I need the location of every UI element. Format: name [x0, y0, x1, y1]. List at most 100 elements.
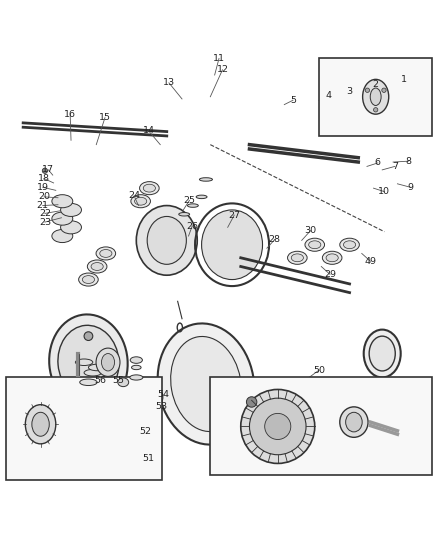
Ellipse shape	[118, 378, 129, 386]
Text: 5: 5	[290, 96, 296, 105]
Ellipse shape	[52, 195, 73, 208]
Text: 8: 8	[405, 157, 411, 166]
Text: 22: 22	[39, 209, 51, 218]
Text: 52: 52	[139, 426, 151, 435]
Text: 1: 1	[401, 75, 407, 84]
Text: 29: 29	[324, 270, 336, 279]
Bar	[28, 393, 158, 403]
Ellipse shape	[52, 230, 73, 243]
Ellipse shape	[91, 263, 103, 270]
Bar	[319, 58, 432, 136]
Ellipse shape	[60, 221, 81, 234]
Ellipse shape	[80, 379, 97, 385]
Ellipse shape	[130, 357, 142, 364]
Ellipse shape	[88, 364, 106, 371]
Text: 18: 18	[38, 174, 50, 183]
Text: 56: 56	[95, 376, 106, 385]
Ellipse shape	[364, 329, 401, 377]
Text: 53: 53	[155, 402, 168, 411]
Bar	[247, 397, 356, 407]
Text: 10: 10	[378, 187, 390, 196]
Text: 13: 13	[163, 78, 175, 87]
Ellipse shape	[131, 195, 150, 208]
Text: 16: 16	[64, 110, 76, 119]
Ellipse shape	[141, 389, 149, 405]
Ellipse shape	[310, 394, 320, 409]
Ellipse shape	[291, 254, 304, 262]
Text: 26: 26	[186, 222, 198, 231]
Ellipse shape	[309, 241, 321, 249]
Text: 19: 19	[37, 183, 49, 192]
Ellipse shape	[343, 241, 356, 249]
Ellipse shape	[199, 177, 212, 181]
Ellipse shape	[96, 348, 120, 376]
Ellipse shape	[58, 325, 119, 399]
Text: 7: 7	[392, 162, 398, 171]
Text: 55: 55	[112, 376, 124, 385]
Text: 30: 30	[304, 227, 317, 235]
Circle shape	[84, 332, 93, 341]
Ellipse shape	[79, 273, 98, 286]
Text: 21: 21	[37, 201, 49, 210]
Text: 28: 28	[268, 235, 281, 244]
Ellipse shape	[153, 389, 163, 405]
Ellipse shape	[288, 251, 307, 264]
Ellipse shape	[102, 353, 115, 371]
Ellipse shape	[196, 195, 207, 199]
Ellipse shape	[32, 413, 49, 436]
Circle shape	[42, 168, 47, 173]
Ellipse shape	[60, 204, 81, 216]
Text: 17: 17	[42, 165, 54, 174]
Text: 49: 49	[364, 257, 376, 266]
Ellipse shape	[96, 247, 116, 260]
Text: 9: 9	[407, 183, 413, 192]
Ellipse shape	[187, 204, 198, 207]
Circle shape	[265, 414, 291, 440]
Ellipse shape	[130, 375, 143, 380]
Text: 25: 25	[184, 196, 195, 205]
Text: 23: 23	[39, 217, 51, 227]
Text: 24: 24	[128, 191, 140, 200]
Circle shape	[241, 390, 315, 463]
Ellipse shape	[134, 197, 147, 205]
Text: 4: 4	[326, 91, 332, 100]
Ellipse shape	[52, 212, 73, 225]
Ellipse shape	[84, 369, 102, 376]
Circle shape	[374, 108, 378, 112]
Ellipse shape	[370, 88, 381, 106]
Ellipse shape	[346, 413, 362, 432]
Ellipse shape	[336, 394, 346, 409]
Ellipse shape	[127, 389, 138, 405]
Text: 12: 12	[216, 65, 229, 74]
Ellipse shape	[75, 359, 93, 366]
Ellipse shape	[100, 249, 112, 257]
Ellipse shape	[136, 206, 197, 275]
Ellipse shape	[201, 210, 262, 279]
Ellipse shape	[305, 238, 325, 251]
Ellipse shape	[82, 276, 95, 284]
Text: 54: 54	[157, 390, 170, 399]
Ellipse shape	[340, 238, 359, 251]
Ellipse shape	[25, 405, 56, 444]
Circle shape	[365, 88, 370, 92]
Bar	[6, 377, 162, 480]
Text: 2: 2	[373, 80, 379, 89]
Ellipse shape	[323, 394, 332, 409]
Text: 20: 20	[38, 192, 50, 201]
Ellipse shape	[87, 260, 107, 273]
Text: 11: 11	[213, 54, 225, 63]
Circle shape	[247, 397, 257, 407]
Ellipse shape	[140, 182, 159, 195]
Text: 6: 6	[375, 158, 381, 167]
Ellipse shape	[171, 336, 241, 432]
Ellipse shape	[158, 324, 254, 445]
Text: 50: 50	[313, 366, 325, 375]
Ellipse shape	[340, 407, 368, 437]
Text: 51: 51	[142, 454, 155, 463]
Text: 14: 14	[142, 126, 155, 135]
Text: 15: 15	[99, 113, 111, 122]
Ellipse shape	[179, 213, 190, 216]
Circle shape	[250, 398, 306, 455]
Ellipse shape	[369, 336, 395, 371]
Ellipse shape	[143, 184, 155, 192]
